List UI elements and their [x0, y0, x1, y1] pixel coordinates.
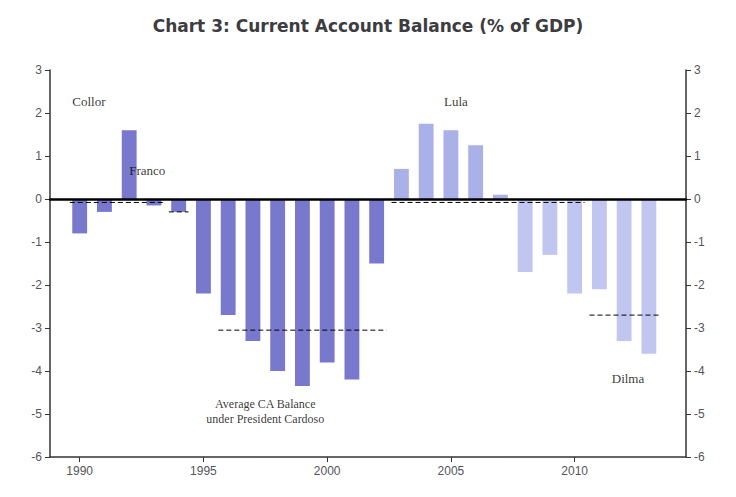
svg-text:-6: -6: [694, 450, 705, 464]
svg-text:Collor: Collor: [72, 94, 106, 109]
svg-text:Chart 3: Current Account Balan: Chart 3: Current Account Balance (% of G…: [153, 16, 584, 36]
svg-text:Average CA Balance: Average CA Balance: [215, 397, 315, 411]
svg-text:-5: -5: [694, 407, 705, 421]
svg-text:-3: -3: [31, 321, 42, 335]
svg-text:-6: -6: [31, 450, 42, 464]
svg-text:-1: -1: [31, 235, 42, 249]
svg-text:-5: -5: [31, 407, 42, 421]
svg-text:1: 1: [694, 149, 701, 163]
svg-text:Lula: Lula: [444, 94, 468, 109]
svg-text:2: 2: [35, 106, 42, 120]
svg-text:1: 1: [35, 149, 42, 163]
svg-text:-4: -4: [31, 364, 42, 378]
svg-text:3: 3: [35, 63, 42, 77]
svg-text:3: 3: [694, 63, 701, 77]
svg-text:-1: -1: [694, 235, 705, 249]
svg-text:0: 0: [35, 192, 42, 206]
svg-text:-2: -2: [694, 278, 705, 292]
svg-text:2010: 2010: [561, 464, 588, 478]
svg-text:under President Cardoso: under President Cardoso: [206, 412, 324, 426]
svg-text:1995: 1995: [190, 464, 217, 478]
svg-text:Franco: Franco: [129, 163, 165, 178]
svg-text:-3: -3: [694, 321, 705, 335]
svg-text:2: 2: [694, 106, 701, 120]
svg-text:1990: 1990: [66, 464, 93, 478]
svg-text:-4: -4: [694, 364, 705, 378]
svg-text:0: 0: [694, 192, 701, 206]
svg-text:2005: 2005: [438, 464, 465, 478]
svg-text:-2: -2: [31, 278, 42, 292]
svg-text:2000: 2000: [314, 464, 341, 478]
svg-text:Dilma: Dilma: [612, 371, 645, 386]
